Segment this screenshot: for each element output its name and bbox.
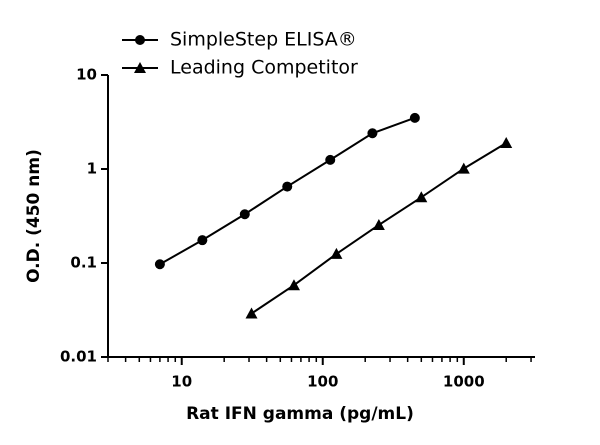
marker [239,209,250,220]
marker [372,218,385,230]
y-axis-title: O.D. (450 nm) [24,149,44,283]
y-tick-label: 10 [76,66,97,84]
legend-marker [134,62,146,73]
marker [500,137,513,149]
x-tick-label: 10 [171,373,192,391]
y-tick-label: 0.01 [60,348,97,366]
marker [409,112,420,123]
y-tick-label: 0.1 [70,254,97,272]
legend-label: SimpleStep ELISA® [170,29,357,51]
marker [330,247,343,259]
x-tick-label: 1000 [443,373,485,391]
marker [282,181,293,192]
marker [415,191,428,203]
legend-label: Leading Competitor [170,57,358,79]
marker [154,259,165,270]
marker [245,307,258,319]
x-tick-label: 100 [307,373,338,391]
y-tick-label: 1 [87,160,97,178]
legend-marker [135,35,145,45]
marker [325,154,336,165]
marker [367,128,378,139]
marker [287,279,300,291]
x-axis-title: Rat IFN gamma (pg/mL) [186,404,414,424]
marker [197,235,208,246]
marker [457,162,470,174]
